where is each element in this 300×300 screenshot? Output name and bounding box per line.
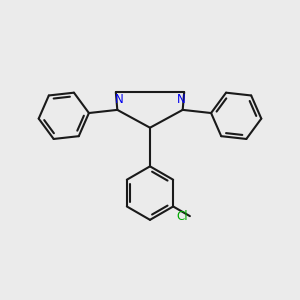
- Text: Cl: Cl: [177, 210, 188, 223]
- Text: N: N: [177, 93, 186, 106]
- Text: N: N: [114, 93, 123, 106]
